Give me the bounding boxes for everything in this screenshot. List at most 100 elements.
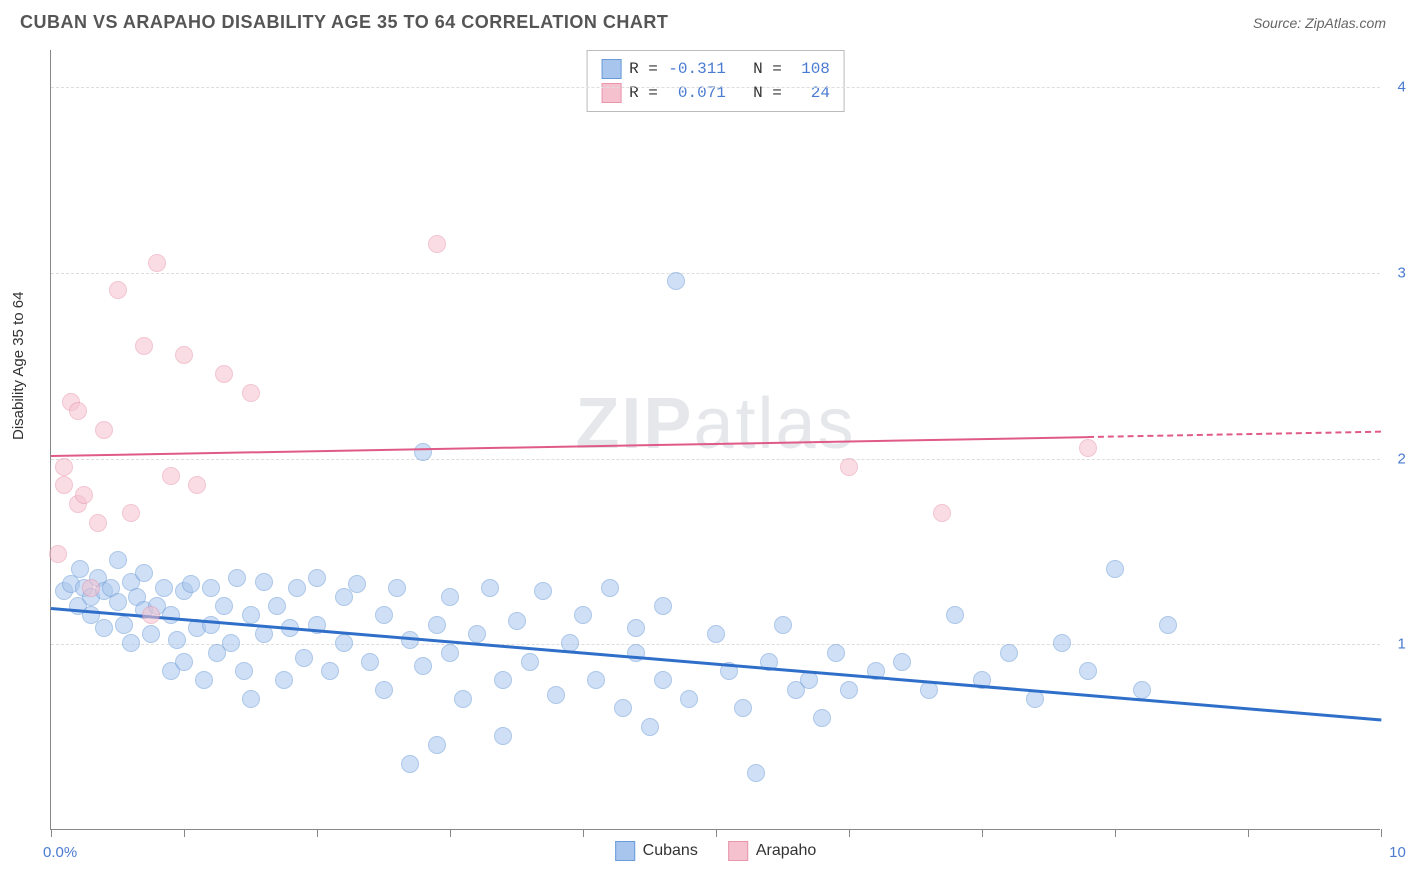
data-point <box>55 458 73 476</box>
legend-item: Arapaho <box>728 841 817 861</box>
data-point <box>122 504 140 522</box>
data-point <box>654 671 672 689</box>
data-point <box>115 616 133 634</box>
data-point <box>933 504 951 522</box>
data-point <box>375 606 393 624</box>
data-point <box>275 671 293 689</box>
data-point <box>1159 616 1177 634</box>
legend-label: Arapaho <box>756 842 817 860</box>
data-point <box>109 593 127 611</box>
data-point <box>375 681 393 699</box>
data-point <box>774 616 792 634</box>
data-point <box>946 606 964 624</box>
data-point <box>441 644 459 662</box>
x-tick <box>1115 829 1116 837</box>
data-point <box>122 634 140 652</box>
data-point <box>95 619 113 637</box>
legend-item: Cubans <box>615 841 698 861</box>
data-point <box>508 612 526 630</box>
series-swatch <box>601 59 621 79</box>
data-point <box>840 681 858 699</box>
data-point <box>601 579 619 597</box>
data-point <box>747 764 765 782</box>
data-point <box>361 653 379 671</box>
data-point <box>195 671 213 689</box>
x-tick <box>1248 829 1249 837</box>
data-point <box>175 346 193 364</box>
legend-swatch <box>615 841 635 861</box>
legend-label: Cubans <box>643 842 698 860</box>
stats-row: R =0.071 N =24 <box>601 81 830 105</box>
data-point <box>202 579 220 597</box>
stats-row: R =-0.311 N =108 <box>601 57 830 81</box>
data-point <box>680 690 698 708</box>
series-swatch <box>601 83 621 103</box>
data-point <box>155 579 173 597</box>
data-point <box>148 254 166 272</box>
data-point <box>468 625 486 643</box>
stat-r-label: R = <box>629 60 658 78</box>
data-point <box>428 616 446 634</box>
data-point <box>175 653 193 671</box>
data-point <box>168 631 186 649</box>
data-point <box>813 709 831 727</box>
data-point <box>89 514 107 532</box>
data-point <box>627 619 645 637</box>
data-point <box>414 443 432 461</box>
data-point <box>414 657 432 675</box>
data-point <box>142 606 160 624</box>
data-point <box>401 755 419 773</box>
data-point <box>71 560 89 578</box>
data-point <box>734 699 752 717</box>
correlation-stats-box: R =-0.311 N =108R =0.071 N =24 <box>586 50 845 112</box>
data-point <box>840 458 858 476</box>
legend-swatch <box>728 841 748 861</box>
data-point <box>255 573 273 591</box>
data-point <box>827 644 845 662</box>
legend: Cubans Arapaho <box>615 841 817 861</box>
data-point <box>348 575 366 593</box>
data-point <box>428 736 446 754</box>
data-point <box>135 564 153 582</box>
data-point <box>1106 560 1124 578</box>
data-point <box>222 634 240 652</box>
data-point <box>1079 662 1097 680</box>
data-point <box>1053 634 1071 652</box>
data-point <box>388 579 406 597</box>
data-point <box>707 625 725 643</box>
source-attribution: Source: ZipAtlas.com <box>1253 15 1386 31</box>
data-point <box>893 653 911 671</box>
data-point <box>242 606 260 624</box>
data-point <box>295 649 313 667</box>
data-point <box>95 421 113 439</box>
data-point <box>75 486 93 504</box>
y-tick-label: 30.0% <box>1397 264 1406 281</box>
data-point <box>82 579 100 597</box>
data-point <box>242 690 260 708</box>
y-tick-label: 20.0% <box>1397 450 1406 467</box>
y-tick-label: 10.0% <box>1397 636 1406 653</box>
data-point <box>321 662 339 680</box>
data-point <box>135 337 153 355</box>
stat-n-label: N = <box>734 60 782 78</box>
data-point <box>1079 439 1097 457</box>
chart-title: CUBAN VS ARAPAHO DISABILITY AGE 35 TO 64… <box>20 12 668 33</box>
data-point <box>202 616 220 634</box>
trend-line <box>51 436 1088 457</box>
trend-line <box>1088 431 1381 438</box>
x-tick <box>184 829 185 837</box>
data-point <box>481 579 499 597</box>
data-point <box>69 402 87 420</box>
data-point <box>1000 644 1018 662</box>
x-tick <box>716 829 717 837</box>
data-point <box>182 575 200 593</box>
data-point <box>55 476 73 494</box>
x-tick <box>982 829 983 837</box>
data-point <box>428 235 446 253</box>
data-point <box>521 653 539 671</box>
data-point <box>494 727 512 745</box>
data-point <box>494 671 512 689</box>
data-point <box>534 582 552 600</box>
data-point <box>49 545 67 563</box>
x-tick <box>849 829 850 837</box>
